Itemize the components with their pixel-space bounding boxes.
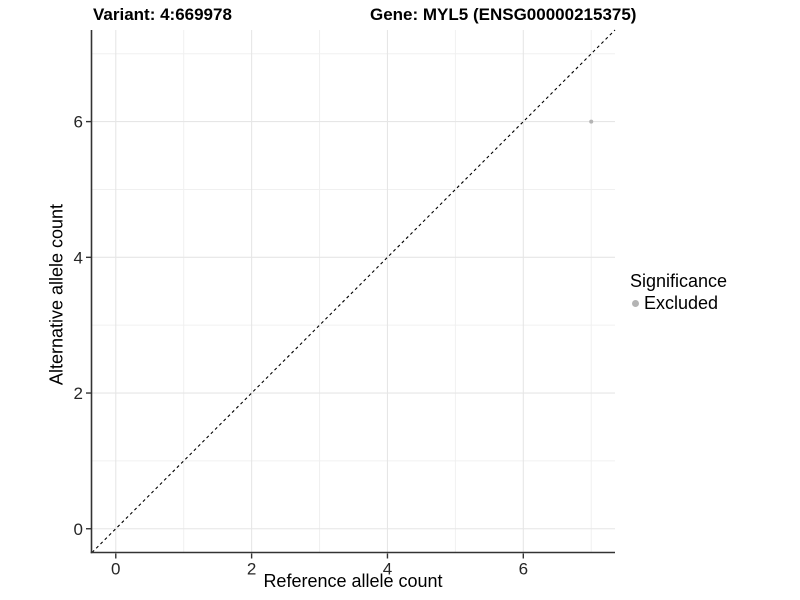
identity-line xyxy=(91,29,616,553)
legend: Significance Excluded xyxy=(630,271,727,313)
y-tick-label: 2 xyxy=(74,384,83,403)
x-tick-label: 4 xyxy=(383,560,392,579)
data-point xyxy=(589,119,594,124)
legend-point-icon xyxy=(632,299,639,307)
legend-item-label: Excluded xyxy=(644,293,719,313)
legend-item-excluded: Excluded xyxy=(630,293,727,313)
x-tick-label: 0 xyxy=(111,560,120,579)
x-tick-label: 2 xyxy=(247,560,256,579)
legend-title: Significance xyxy=(630,271,728,291)
x-tick-label: 6 xyxy=(519,560,528,579)
y-axis-title: Alternative allele count xyxy=(46,203,67,386)
y-tick-label: 0 xyxy=(74,520,83,539)
x-axis-title: Reference allele count xyxy=(263,571,443,591)
y-tick-label: 6 xyxy=(74,113,83,132)
plot-title-gene: Gene: MYL5 (ENSG00000215375) xyxy=(370,5,637,24)
plot-title-variant: Variant: 4:669978 xyxy=(93,5,232,24)
y-tick-label: 4 xyxy=(74,248,83,267)
